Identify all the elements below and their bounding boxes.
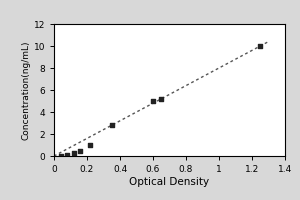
Point: [78, 149, 83, 152]
X-axis label: Optical Density: Optical Density: [129, 177, 210, 187]
Point: [71, 151, 76, 154]
Point: [65, 153, 70, 156]
Point: [109, 124, 114, 127]
Point: [258, 44, 263, 48]
Point: [88, 143, 93, 147]
Point: [159, 97, 164, 100]
Point: [151, 99, 155, 103]
Point: [58, 154, 63, 158]
Y-axis label: Concentration(ng/mL): Concentration(ng/mL): [22, 40, 31, 140]
